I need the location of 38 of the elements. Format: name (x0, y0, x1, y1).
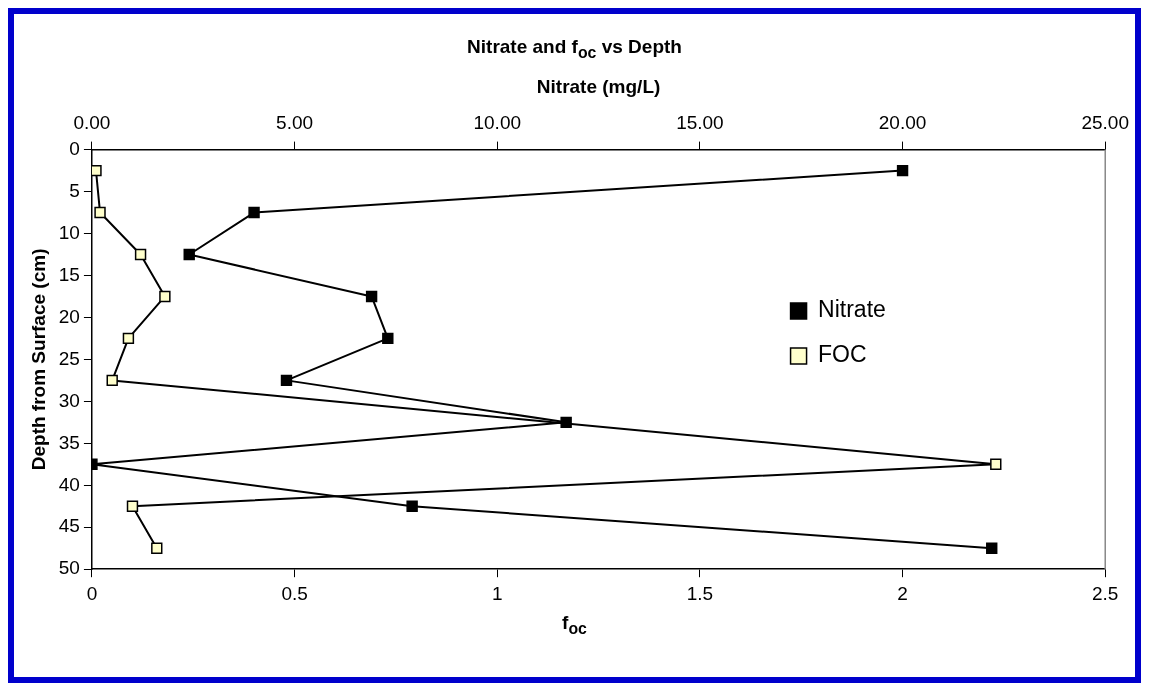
x-tick-label: 0.5 (281, 582, 308, 604)
x-tick-label: 2.5 (1092, 582, 1119, 604)
y-tick-label: 5 (69, 179, 80, 201)
y-tick-label: 50 (58, 557, 80, 579)
legend-label: FOC (818, 341, 867, 368)
point (159, 290, 171, 303)
y-tick-label: 0 (69, 137, 80, 159)
y-tick-label: 15 (58, 263, 80, 285)
y-tick-label: 10 (58, 221, 80, 243)
x-axis-title: f$_{oc}$ (561, 612, 588, 638)
x-tick-label: 1.5 (686, 582, 714, 604)
x2-tick-label: 25.00 (1081, 112, 1129, 134)
y-tick-label: 20 (58, 305, 80, 327)
y-axis-title: Depth from Surface (cm) (27, 248, 49, 471)
point (126, 500, 139, 512)
x2-tick-label: 15.00 (676, 112, 724, 134)
y-tick-label: 35 (58, 431, 80, 453)
y-tick-label: 25 (58, 347, 80, 369)
point (94, 206, 106, 219)
x2-tick-label: 20.00 (878, 112, 927, 134)
y-tick-label: 40 (58, 473, 80, 495)
chart-title: Nitrate and f$_{oc}$ vs Depth (466, 36, 683, 62)
point (106, 374, 118, 387)
x-tick-label: 1 (491, 582, 503, 604)
legend-label: Nitrate (818, 296, 886, 323)
y-tick-label: 45 (58, 515, 80, 537)
x-tick-label: 0 (86, 582, 98, 604)
x-tick-label: 2 (897, 582, 908, 604)
point (91, 164, 102, 177)
x2-tick-label: 0.00 (73, 112, 111, 134)
x2-tick-label: 10.00 (473, 112, 522, 134)
point (122, 332, 135, 345)
point (151, 542, 163, 554)
point (990, 458, 1002, 470)
x2-tick-label: 5.00 (276, 112, 314, 134)
x2-axis-title: Nitrate (mg/L) (536, 75, 661, 97)
y-tick-label: 30 (58, 389, 80, 411)
point (134, 248, 147, 261)
